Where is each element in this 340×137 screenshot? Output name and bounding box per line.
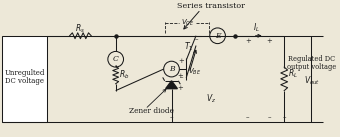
- Text: $T_1$: $T_1$: [184, 40, 194, 53]
- Text: Zener diode: Zener diode: [130, 107, 174, 115]
- Text: $R_L$: $R_L$: [288, 68, 298, 80]
- Text: Regulated DC: Regulated DC: [288, 55, 335, 63]
- Text: –: –: [194, 36, 198, 44]
- Text: $I_L$: $I_L$: [253, 22, 260, 34]
- Text: +: +: [245, 37, 251, 45]
- Text: +: +: [178, 57, 184, 65]
- Text: $R_s$: $R_s$: [75, 23, 85, 35]
- Text: +: +: [177, 84, 183, 92]
- Text: Unregulted: Unregulted: [4, 69, 45, 77]
- Text: –: –: [170, 113, 173, 121]
- Text: $V_z$: $V_z$: [206, 92, 216, 105]
- Text: –: –: [283, 113, 286, 121]
- Text: output voltage: output voltage: [287, 63, 336, 71]
- Text: +: +: [177, 72, 183, 80]
- Text: DC voltage: DC voltage: [5, 77, 44, 85]
- Text: $V_{CE}$: $V_{CE}$: [181, 18, 194, 28]
- Text: +: +: [267, 37, 272, 45]
- Text: –: –: [180, 73, 183, 81]
- Text: –: –: [246, 113, 250, 121]
- Text: C: C: [113, 55, 119, 63]
- Text: Series transistor: Series transistor: [177, 2, 245, 10]
- Text: $R_b$: $R_b$: [119, 69, 130, 81]
- Text: $V_{out}$: $V_{out}$: [304, 75, 320, 87]
- Polygon shape: [166, 81, 177, 89]
- Text: E: E: [215, 32, 220, 40]
- Text: B: B: [169, 65, 174, 73]
- Bar: [2, 36, 47, 122]
- Text: –: –: [268, 113, 271, 121]
- Text: $V_{BE}$: $V_{BE}$: [188, 67, 201, 77]
